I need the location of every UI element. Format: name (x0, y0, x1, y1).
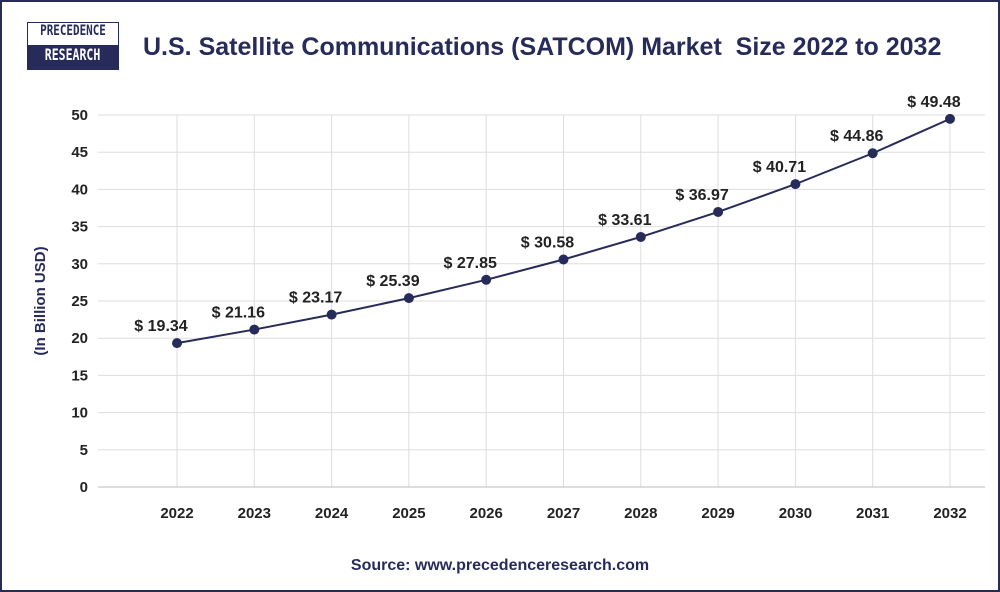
data-point (326, 309, 337, 320)
logo-line2: RESEARCH (45, 45, 101, 64)
y-tick-label: 10 (71, 405, 88, 422)
data-label: $ 33.61 (598, 212, 651, 229)
y-tick-label: 25 (71, 293, 88, 310)
data-label: $ 30.58 (521, 234, 574, 251)
x-tick-label: 2024 (315, 505, 349, 522)
x-tick-label: 2030 (779, 505, 812, 522)
x-tick-label: 2026 (470, 505, 503, 522)
y-tick-label: 50 (71, 107, 88, 124)
y-tick-label: 35 (71, 219, 88, 236)
y-tick-label: 15 (71, 367, 88, 384)
data-point (945, 113, 955, 124)
data-label: $ 25.39 (366, 273, 419, 290)
y-tick-label: 40 (71, 181, 88, 198)
y-tick-label: 20 (71, 330, 88, 347)
data-point (558, 254, 569, 265)
data-point (790, 179, 801, 190)
data-label: $ 44.86 (830, 128, 883, 145)
source-text: Source: www.precedenceresearch.com (350, 557, 650, 574)
y-tick-label: 30 (71, 256, 88, 273)
x-tick-label: 2031 (856, 505, 889, 522)
data-label: $ 19.34 (134, 318, 187, 335)
x-tick-label: 2025 (392, 505, 425, 522)
data-point (635, 231, 646, 242)
y-tick-label: 5 (80, 442, 88, 459)
data-label: $ 27.85 (444, 255, 497, 272)
data-label: $ 49.48 (907, 94, 960, 111)
data-point (713, 206, 724, 217)
data-label: $ 23.17 (289, 290, 342, 307)
data-label: $ 21.16 (212, 305, 265, 322)
data-point (867, 148, 878, 159)
y-tick-label: 45 (71, 144, 88, 161)
chart-title: U.S. Satellite Communications (SATCOM) M… (143, 33, 942, 61)
precedence-research-logo: PRECEDENCE RESEARCH (27, 22, 119, 70)
x-tick-label: 2028 (624, 505, 657, 522)
x-tick-label: 2027 (547, 505, 580, 522)
x-tick-label: 2032 (933, 505, 966, 522)
data-point (172, 338, 182, 349)
data-label: $ 36.97 (675, 187, 728, 204)
x-tick-label: 2022 (160, 505, 193, 522)
data-point (403, 293, 414, 304)
data-label: $ 40.71 (753, 159, 806, 176)
logo-line1: PRECEDENCE (40, 23, 106, 39)
data-point (249, 324, 260, 335)
data-point (481, 274, 492, 285)
x-tick-label: 2023 (238, 505, 271, 522)
x-tick-label: 2029 (701, 505, 734, 522)
y-tick-label: 0 (80, 479, 88, 496)
y-axis-label: (In Billion USD) (32, 246, 49, 355)
